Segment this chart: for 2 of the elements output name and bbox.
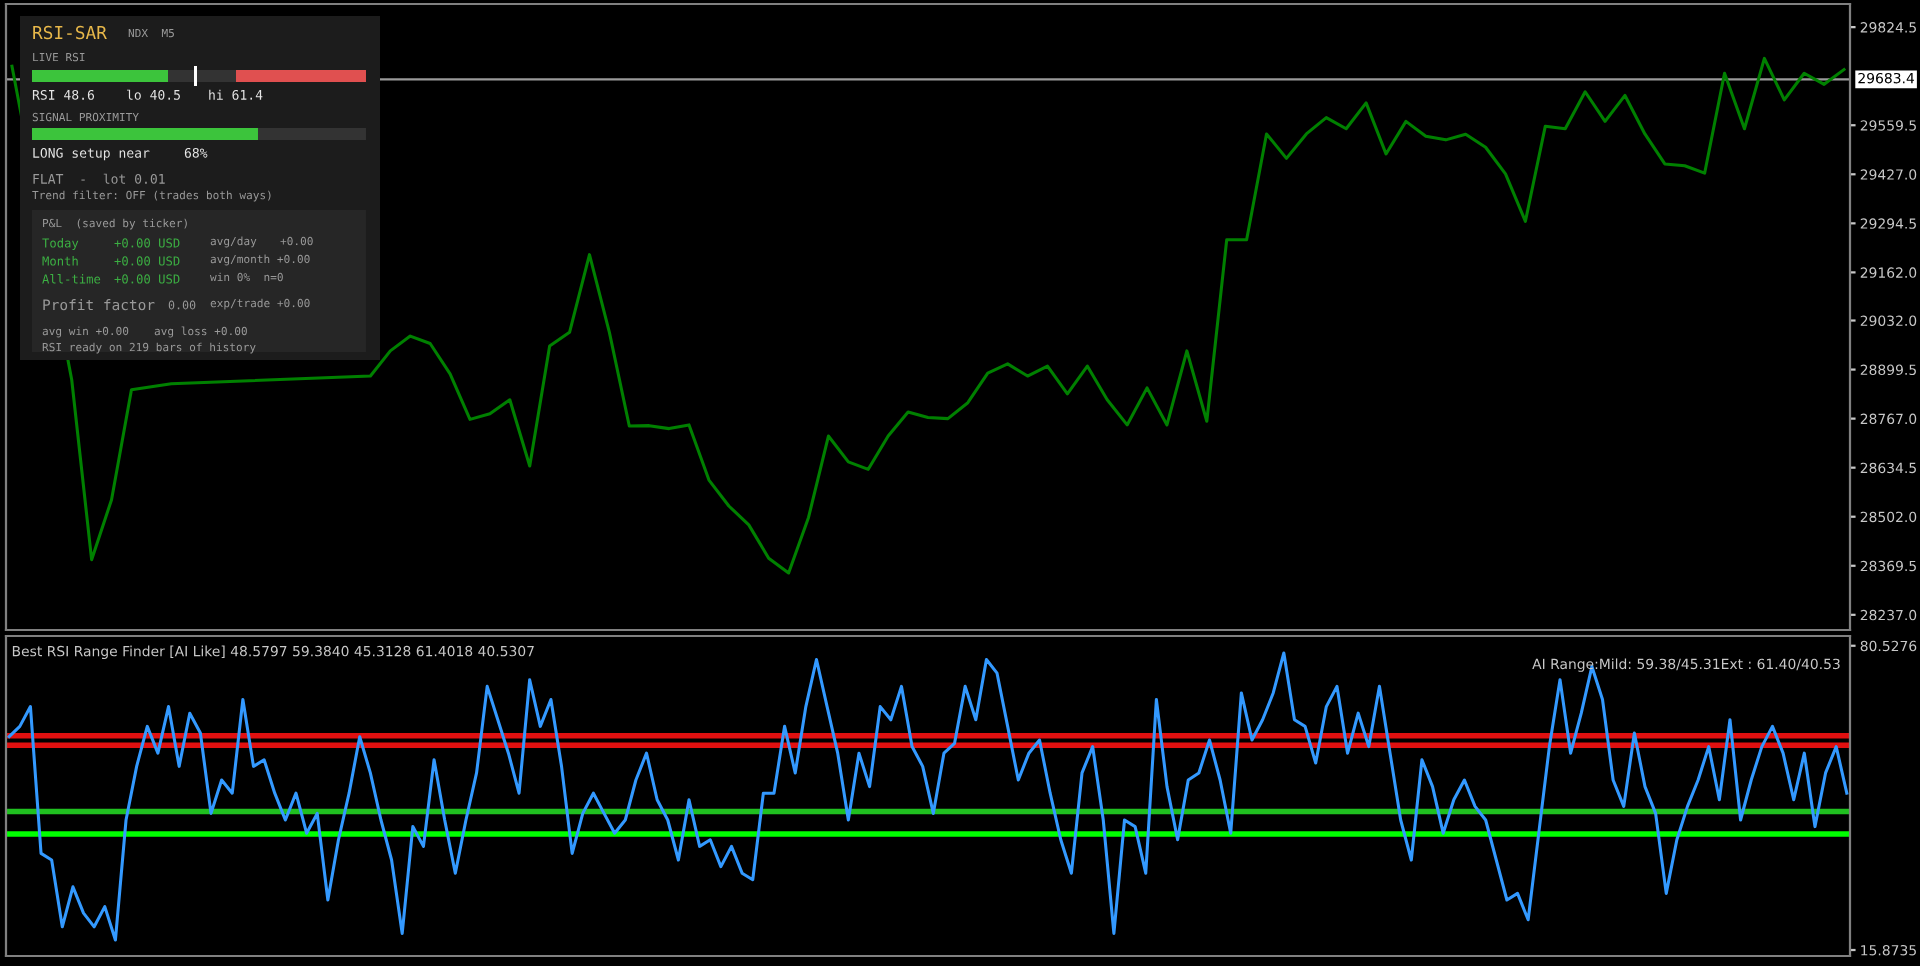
line-series (10, 56, 1846, 575)
text: RSI-SAR (33, 25, 107, 40)
